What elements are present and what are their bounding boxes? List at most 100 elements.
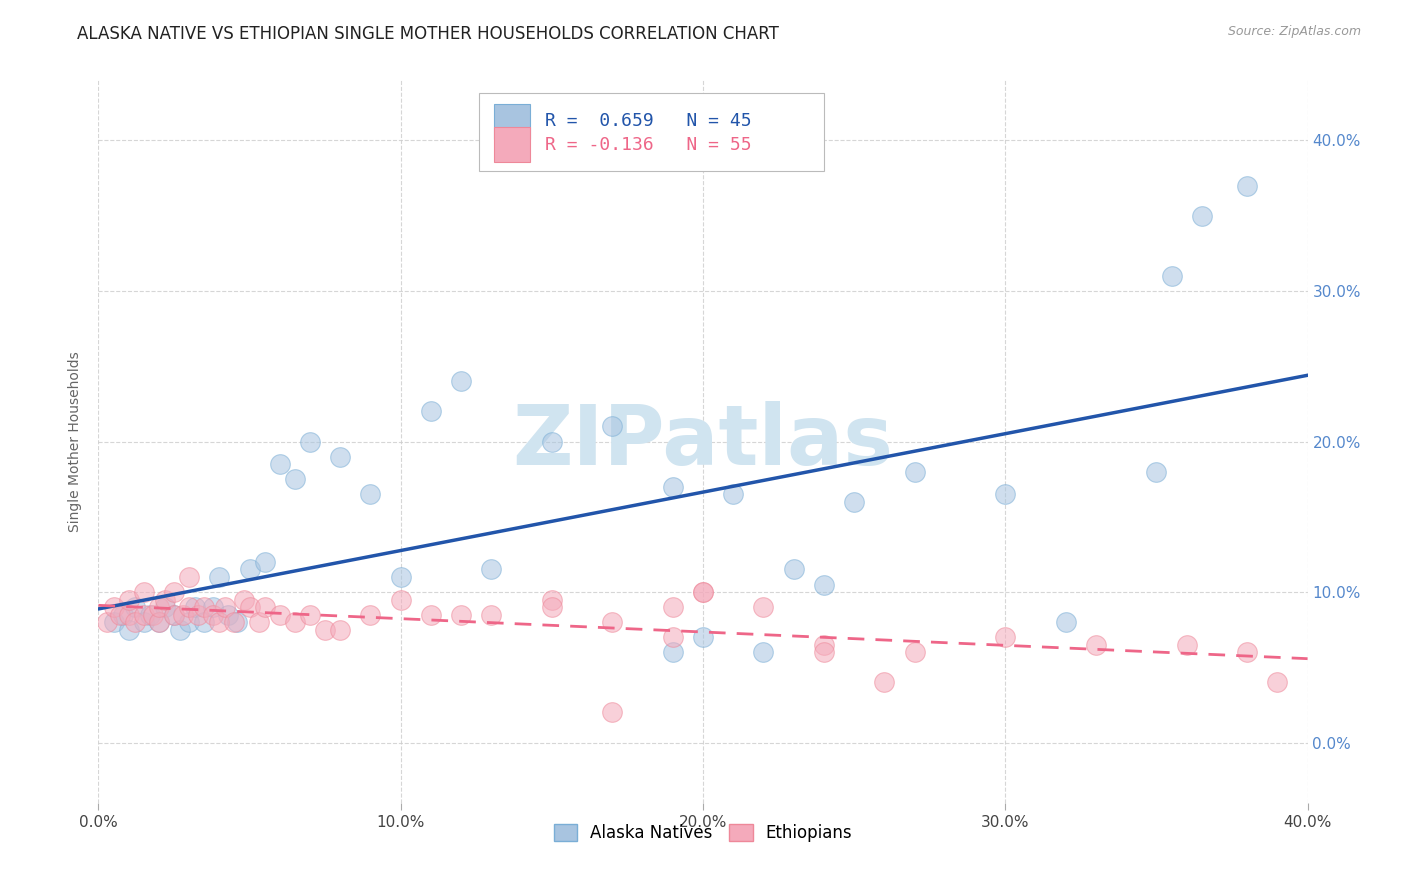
Point: [202, 607, 225, 622]
Point: [450, 374, 472, 388]
Y-axis label: Single Mother Households: Single Mother Households: [69, 351, 83, 532]
Point: [692, 585, 714, 599]
Point: [752, 600, 775, 615]
Point: [1175, 638, 1198, 652]
Point: [153, 592, 176, 607]
Point: [269, 607, 291, 622]
Point: [103, 615, 125, 630]
Point: [299, 607, 322, 622]
Point: [844, 494, 866, 508]
Point: [214, 600, 236, 615]
Point: [103, 600, 125, 615]
Point: [132, 607, 155, 622]
Point: [208, 615, 231, 630]
Point: [148, 600, 170, 615]
Point: [813, 638, 835, 652]
Point: [481, 562, 503, 576]
Point: [118, 607, 141, 622]
Point: [96, 615, 118, 630]
Point: [540, 434, 562, 449]
Point: [360, 607, 382, 622]
Point: [752, 645, 775, 659]
Point: [132, 615, 155, 630]
Point: [224, 615, 246, 630]
Point: [118, 592, 141, 607]
Point: [232, 592, 254, 607]
Point: [148, 615, 170, 630]
Point: [1144, 465, 1167, 479]
Point: [420, 607, 443, 622]
Point: [1160, 268, 1182, 283]
Point: [132, 585, 155, 599]
Point: [111, 607, 134, 622]
Point: [187, 607, 209, 622]
Legend: Alaska Natives, Ethiopians: Alaska Natives, Ethiopians: [547, 817, 859, 848]
Point: [142, 607, 165, 622]
Point: [1236, 178, 1258, 193]
Point: [813, 577, 835, 591]
Point: [193, 615, 215, 630]
Point: [481, 607, 503, 622]
Point: [1267, 675, 1289, 690]
Point: [329, 623, 352, 637]
Point: [602, 615, 624, 630]
Point: [247, 615, 270, 630]
Point: [692, 630, 714, 644]
Point: [904, 465, 927, 479]
Point: [172, 607, 194, 622]
Point: [239, 562, 262, 576]
Point: [226, 615, 249, 630]
Point: [217, 607, 239, 622]
Point: [139, 607, 162, 622]
Point: [239, 600, 262, 615]
Point: [904, 645, 927, 659]
Point: [179, 615, 201, 630]
Point: [329, 450, 352, 464]
Point: [299, 434, 322, 449]
Point: [661, 645, 683, 659]
Point: [602, 706, 624, 720]
Point: [169, 623, 191, 637]
Point: [118, 623, 141, 637]
Point: [661, 600, 683, 615]
Point: [193, 600, 215, 615]
Point: [269, 457, 291, 471]
Point: [360, 487, 382, 501]
Point: [994, 630, 1017, 644]
Point: [124, 615, 146, 630]
Point: [540, 600, 562, 615]
Point: [124, 600, 146, 615]
Text: ALASKA NATIVE VS ETHIOPIAN SINGLE MOTHER HOUSEHOLDS CORRELATION CHART: ALASKA NATIVE VS ETHIOPIAN SINGLE MOTHER…: [77, 25, 779, 43]
Point: [813, 645, 835, 659]
Point: [661, 630, 683, 644]
Point: [284, 615, 307, 630]
Point: [540, 592, 562, 607]
Point: [661, 480, 683, 494]
Point: [284, 472, 307, 486]
Point: [163, 585, 186, 599]
Point: [783, 562, 806, 576]
Point: [148, 615, 170, 630]
Point: [163, 607, 186, 622]
FancyBboxPatch shape: [479, 94, 824, 170]
Point: [389, 570, 412, 584]
Text: Source: ZipAtlas.com: Source: ZipAtlas.com: [1227, 25, 1361, 38]
Point: [253, 555, 276, 569]
Point: [873, 675, 896, 690]
FancyBboxPatch shape: [494, 128, 530, 162]
Point: [108, 607, 131, 622]
Point: [692, 585, 714, 599]
Point: [253, 600, 276, 615]
Text: R = -0.136   N = 55: R = -0.136 N = 55: [544, 136, 751, 153]
Point: [202, 600, 225, 615]
Point: [184, 600, 207, 615]
Point: [420, 404, 443, 418]
Point: [208, 570, 231, 584]
Point: [1236, 645, 1258, 659]
Point: [153, 600, 176, 615]
Point: [1191, 209, 1213, 223]
Point: [1054, 615, 1077, 630]
Text: ZIPatlas: ZIPatlas: [513, 401, 893, 482]
FancyBboxPatch shape: [494, 104, 530, 139]
Point: [179, 600, 201, 615]
